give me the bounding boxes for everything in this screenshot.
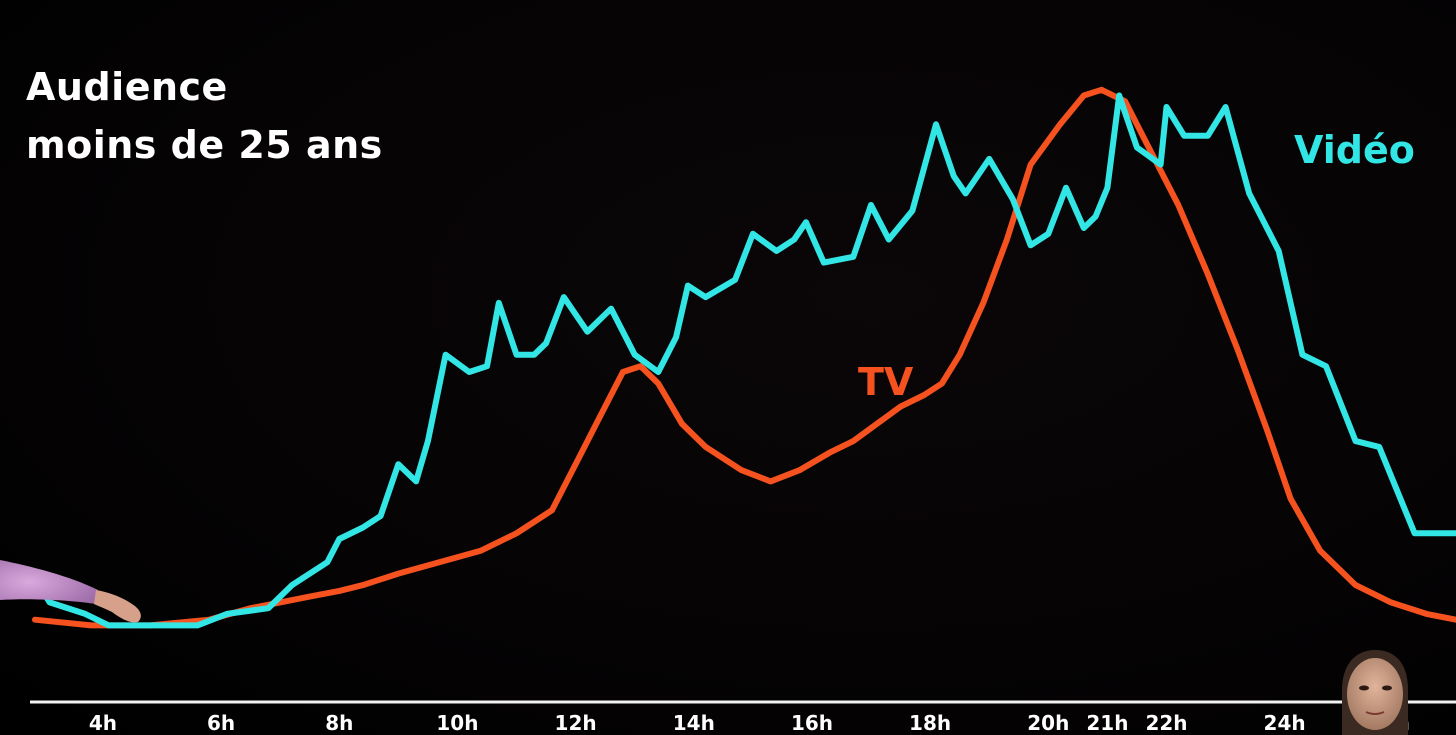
x-tick-label: 12h <box>555 711 597 735</box>
chart-title-line-2: moins de 25 ans <box>26 123 383 167</box>
x-tick-label: 6h <box>207 711 235 735</box>
x-tick-label: 4h <box>89 711 117 735</box>
series-label-tv: TV <box>858 360 914 404</box>
x-tick-label: 22h <box>1145 711 1187 735</box>
series-line-tv <box>32 86 1456 629</box>
x-tick-label: 14h <box>673 711 715 735</box>
series-layer <box>32 86 1456 629</box>
presenter-arm <box>0 560 141 623</box>
x-tick-label: 21h <box>1086 711 1128 735</box>
x-tick-label: 18h <box>909 711 951 735</box>
chart-title: Audience moins de 25 ans <box>26 58 383 174</box>
x-tick-label: 20h <box>1027 711 1069 735</box>
x-tick-label: 24h <box>1264 711 1306 735</box>
series-label-video: Vidéo <box>1294 128 1415 172</box>
presenter-face <box>1342 650 1408 735</box>
x-tick-label: 16h <box>791 711 833 735</box>
x-tick-label: 10h <box>436 711 478 735</box>
x-tick-label: 8h <box>325 711 353 735</box>
chart-title-line-1: Audience <box>26 65 228 109</box>
x-axis-ticks: 4h6h8h10h12h14h16h18h20h21h22h24hh <box>89 711 1410 735</box>
series-line-video <box>32 92 1456 629</box>
